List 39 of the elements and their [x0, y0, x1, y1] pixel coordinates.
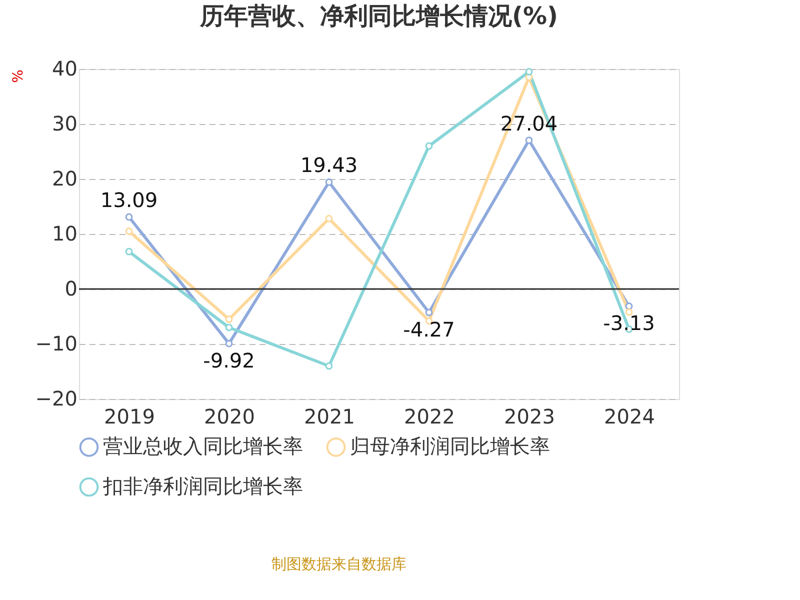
data-label: 19.43	[300, 153, 358, 178]
x-tick-label: 2019	[104, 404, 155, 428]
legend-label: 营业总收入同比增长率	[103, 434, 303, 458]
point	[225, 340, 233, 348]
y-tick-label: 30	[52, 112, 78, 136]
data-label: -3.13	[603, 311, 655, 336]
x-tick-label: 2022	[404, 404, 455, 428]
y-tick-label: −10	[35, 332, 78, 356]
point	[125, 248, 133, 256]
point	[125, 228, 133, 235]
point	[225, 316, 233, 323]
legend-label: 归母净利润同比增长率	[350, 434, 550, 458]
y-tick-label: 10	[52, 222, 78, 246]
point	[425, 142, 433, 150]
y-tick-label: 0	[64, 276, 78, 300]
point	[525, 68, 533, 76]
point	[325, 214, 333, 222]
point	[425, 308, 433, 316]
data-label: 13.09	[100, 188, 158, 212]
y-axis-title: %	[10, 70, 26, 83]
y-tick-label: 40	[52, 56, 78, 80]
data-label: -4.27	[403, 317, 455, 342]
y-tick-label: 20	[52, 166, 78, 190]
point	[525, 136, 533, 144]
point	[325, 178, 333, 186]
chart-title: 历年营收、净利同比增长情况(%)	[199, 2, 558, 30]
point	[225, 324, 233, 332]
x-tick-label: 2021	[304, 404, 355, 428]
legend-label: 扣非净利润同比增长率	[102, 474, 303, 498]
x-tick-label: 2020	[204, 404, 255, 428]
data-label: -9.92	[203, 348, 255, 373]
x-tick-label: 2023	[504, 404, 555, 428]
text: 制图数据来自数据库	[272, 555, 406, 573]
point	[625, 302, 633, 310]
data-label: 27.04	[500, 111, 558, 136]
y-tick-label: −20	[35, 386, 78, 410]
point	[125, 213, 133, 221]
x-tick-label: 2024	[604, 404, 655, 428]
point	[325, 362, 333, 370]
